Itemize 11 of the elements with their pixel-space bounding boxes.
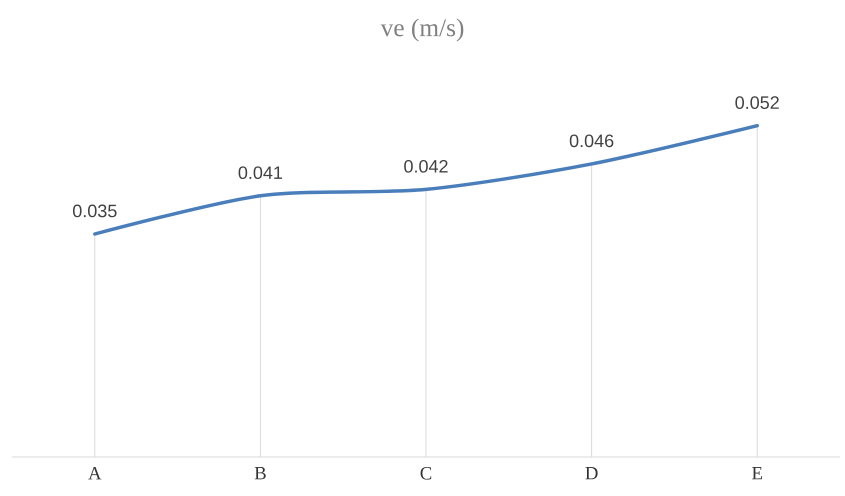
chart-title: ve (m/s) [380, 18, 464, 42]
data-label: 0.046 [570, 134, 614, 148]
data-label: 0.041 [238, 166, 282, 180]
x-tick-label: A [88, 467, 102, 480]
data-label: 0.052 [735, 96, 779, 109]
x-tick-label: E [752, 467, 762, 480]
x-tick-label: D [585, 467, 598, 480]
data-label: 0.042 [404, 160, 448, 173]
x-tick-label: B [254, 467, 266, 480]
x-tick-label: C [420, 467, 432, 480]
data-label: 0.035 [72, 204, 117, 218]
